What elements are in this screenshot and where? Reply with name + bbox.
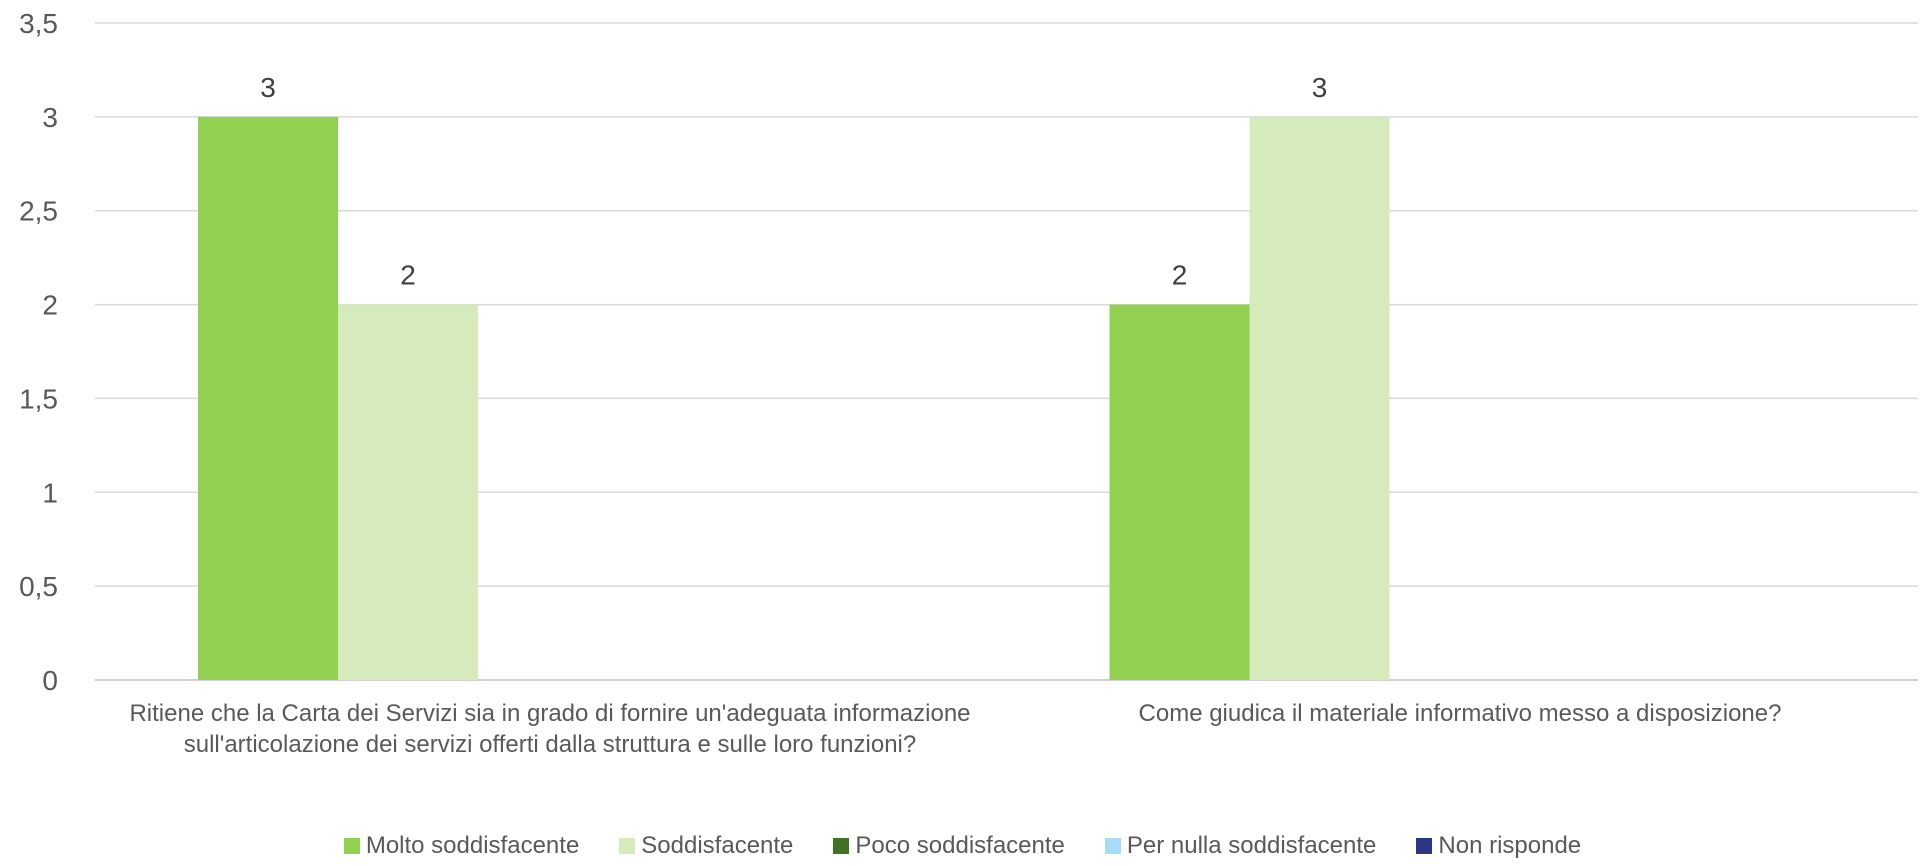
legend-item: Per nulla soddisfacente xyxy=(1104,832,1377,860)
legend-swatch xyxy=(1416,838,1433,854)
legend-item: Soddisfacente xyxy=(619,832,793,860)
data-label: 2 xyxy=(400,260,416,291)
bar xyxy=(198,116,338,681)
bar xyxy=(1249,116,1390,681)
y-tick-label: 3 xyxy=(42,102,58,133)
bar xyxy=(1109,304,1250,680)
y-tick-label: 2,5 xyxy=(19,196,58,227)
category-label-2: Come giudica il materiale informativo me… xyxy=(1138,700,1782,727)
data-label: 3 xyxy=(260,72,276,103)
legend-label: Non risponde xyxy=(1438,832,1582,859)
legend-item: Molto soddisfacente xyxy=(343,832,580,860)
bar xyxy=(338,304,478,680)
category-label-1: Ritiene che la Carta dei Servizi sia in … xyxy=(129,700,971,758)
legend-item: Poco soddisfacente xyxy=(833,832,1065,860)
legend-item: Non risponde xyxy=(1416,832,1581,860)
legend-label: Poco soddisfacente xyxy=(855,832,1065,859)
y-tick-label: 2 xyxy=(42,290,58,321)
y-tick-label: 3,5 xyxy=(19,8,58,39)
legend: Molto soddisfacente Soddisfacente Poco sod… xyxy=(0,832,1925,860)
y-tick-label: 1 xyxy=(42,477,58,508)
data-label: 2 xyxy=(1172,260,1188,291)
y-tick-label: 0 xyxy=(42,665,58,696)
legend-label: Per nulla soddisfacente xyxy=(1126,832,1377,859)
y-tick-label: 1,5 xyxy=(19,383,58,414)
legend-label: Molto soddisfacente xyxy=(365,832,580,859)
legend-swatch xyxy=(1104,838,1121,854)
data-label: 3 xyxy=(1312,72,1328,103)
legend-swatch xyxy=(833,838,850,854)
legend-swatch xyxy=(619,838,636,854)
legend-swatch xyxy=(343,838,360,854)
y-tick-label: 0,5 xyxy=(19,571,58,602)
legend-label: Soddisfacente xyxy=(641,832,794,859)
